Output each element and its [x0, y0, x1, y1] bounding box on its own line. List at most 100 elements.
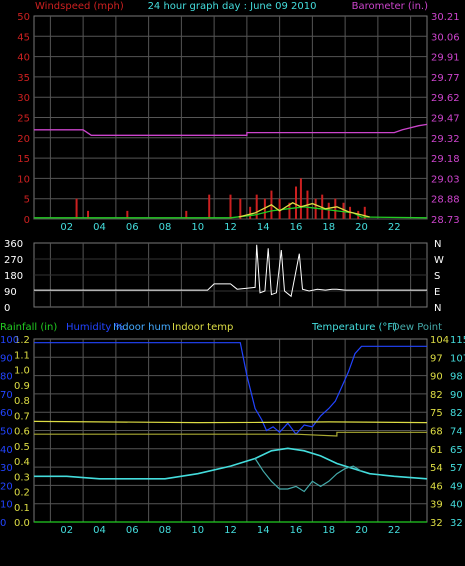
hour-tick-label: 04 — [93, 525, 106, 536]
temperature-tick-label: 98 — [450, 372, 463, 383]
indoor-temp-tick-label: 97 — [430, 353, 443, 364]
compass-point-label: N — [434, 303, 441, 314]
hour-tick-label: 16 — [290, 525, 303, 536]
humidity-tick-label: 10 — [0, 500, 13, 511]
rainfall-tick-label: 0.5 — [14, 442, 30, 453]
indoor-temp-tick-label: 75 — [430, 408, 443, 419]
direction-degree-label: 360 — [4, 239, 23, 250]
compass-point-label: W — [434, 255, 444, 266]
rainfall-tick-label: 0.9 — [14, 381, 30, 392]
rainfall-tick-label: 0.3 — [14, 472, 30, 483]
barometer-tick-label: 29.47 — [431, 114, 460, 125]
windspeed-tick-label: 45 — [17, 32, 30, 43]
hour-tick-label: 02 — [60, 222, 73, 233]
windspeed-tick-label: 40 — [17, 53, 30, 64]
humidity-tick-label: 90 — [0, 353, 13, 364]
rainfall-tick-label: 0.1 — [14, 503, 30, 514]
hour-tick-label: 20 — [355, 222, 368, 233]
hour-tick-label: 08 — [159, 222, 172, 233]
hour-tick-label: 18 — [322, 525, 335, 536]
wind-avg-line — [34, 206, 428, 219]
temperature-tick-label: 115 — [450, 335, 465, 346]
temperature-tick-label: 32 — [450, 518, 463, 529]
windspeed-tick-label: 5 — [24, 195, 30, 206]
humidity-tick-label: 0 — [0, 518, 6, 529]
temperature-tick-label: 90 — [450, 390, 463, 401]
windspeed-tick-label: 15 — [17, 154, 30, 165]
legend-item: Indoor hum — [113, 322, 171, 333]
hour-tick-label: 06 — [126, 222, 139, 233]
direction-degree-label: 90 — [4, 287, 17, 298]
humidity-tick-label: 100 — [0, 335, 19, 346]
rainfall-tick-label: 0.8 — [14, 396, 30, 407]
rainfall-tick-label: 0.0 — [14, 518, 30, 529]
rainfall-tick-label: 0.4 — [14, 457, 30, 468]
barometer-tick-label: 29.62 — [431, 93, 460, 104]
humidity-tick-label: 70 — [0, 390, 13, 401]
temperature-tick-label: 49 — [450, 481, 463, 492]
barometer-tick-label: 28.73 — [431, 215, 460, 226]
direction-degree-label: 270 — [4, 255, 23, 266]
indoor-temp-tick-label: 90 — [430, 372, 443, 383]
barometer-line — [34, 123, 428, 136]
indoor-temp-tick-label: 82 — [430, 390, 443, 401]
humidity-tick-label: 80 — [0, 372, 13, 383]
legend-item: Dew Point — [392, 322, 442, 333]
hour-tick-label: 14 — [257, 222, 270, 233]
compass-point-label: S — [434, 271, 440, 282]
hour-tick-label: 22 — [388, 525, 401, 536]
windspeed-tick-label: 30 — [17, 93, 30, 104]
hour-tick-label: 20 — [355, 525, 368, 536]
barometer-tick-label: 28.88 — [431, 195, 460, 206]
temperature-tick-label: 74 — [450, 427, 463, 438]
legend-item: Humidity % — [66, 322, 124, 333]
indoor-temp-tick-label: 68 — [430, 427, 443, 438]
hour-tick-label: 12 — [224, 525, 237, 536]
legend-item: Temperature (°F) — [311, 322, 397, 333]
humidity-tick-label: 30 — [0, 463, 13, 474]
temperature-tick-label: 107 — [450, 353, 465, 364]
barometer-tick-label: 29.77 — [431, 73, 460, 84]
barometer-tick-label: 29.03 — [431, 174, 460, 185]
hour-tick-label: 12 — [224, 222, 237, 233]
hour-tick-label: 22 — [388, 222, 401, 233]
hour-tick-label: 04 — [93, 222, 106, 233]
direction-degree-label: 180 — [4, 271, 23, 282]
barometer-tick-label: 29.91 — [431, 53, 460, 64]
temperature-line — [34, 447, 428, 480]
compass-point-label: E — [434, 287, 440, 298]
legend-item: Rainfall (in) — [0, 322, 57, 333]
windspeed-tick-label: 10 — [17, 174, 30, 185]
humidity-line — [34, 342, 427, 436]
temperature-tick-label: 40 — [450, 500, 463, 511]
windspeed-tick-label: 20 — [17, 134, 30, 145]
rainfall-tick-label: 1.0 — [14, 366, 30, 377]
humidity-tick-label: 40 — [0, 445, 13, 456]
barometer-tick-label: 29.32 — [431, 134, 460, 145]
indoor-temp-tick-label: 61 — [430, 445, 443, 456]
temperature-tick-label: 65 — [450, 445, 463, 456]
windspeed-axis-label: Windspeed (mph) — [35, 1, 124, 12]
temperature-tick-label: 82 — [450, 408, 463, 419]
indoor-temp-tick-label: 32 — [430, 518, 443, 529]
rainfall-tick-label: 0.6 — [14, 427, 30, 438]
barometer-axis-label: Barometer (in.) — [352, 1, 428, 12]
humidity-tick-label: 60 — [0, 408, 13, 419]
hour-tick-label: 10 — [191, 525, 204, 536]
barometer-tick-label: 30.21 — [431, 12, 460, 23]
chart-title: 24 hour graph day : June 09 2010 — [148, 1, 317, 12]
hour-tick-label: 06 — [126, 525, 139, 536]
windspeed-tick-label: 35 — [17, 73, 30, 84]
rainfall-tick-label: 0.7 — [14, 411, 30, 422]
humidity-tick-label: 20 — [0, 481, 13, 492]
direction-degree-label: 0 — [4, 303, 10, 314]
indoor-temp-tick-label: 54 — [430, 463, 443, 474]
rainfall-tick-label: 1.2 — [14, 335, 30, 346]
indoor-temp-line — [33, 420, 428, 424]
indoor-temp-tick-label: 104 — [430, 335, 449, 346]
rainfall-tick-label: 1.1 — [14, 350, 30, 361]
humidity-tick-label: 50 — [0, 427, 13, 438]
hour-tick-label: 18 — [322, 222, 335, 233]
hour-tick-label: 10 — [191, 222, 204, 233]
